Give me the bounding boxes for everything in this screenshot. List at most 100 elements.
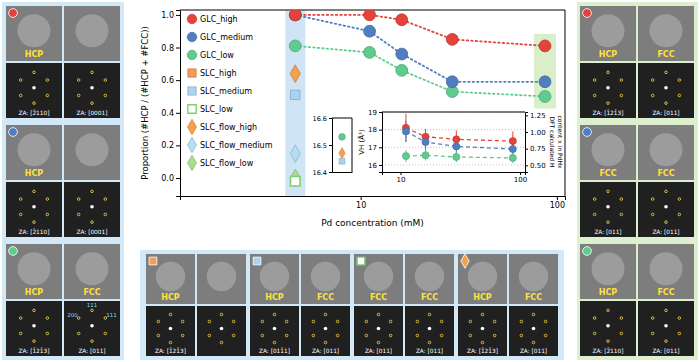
inset-y-axis: 16171819 bbox=[368, 109, 382, 173]
inset-y2-axis-tick: 1.00 bbox=[525, 129, 546, 137]
hrtem-image bbox=[250, 254, 299, 304]
data-point bbox=[422, 138, 429, 145]
data-point bbox=[539, 76, 551, 88]
data-point bbox=[364, 10, 376, 21]
tick-label: 100 bbox=[550, 201, 565, 210]
fft-spot bbox=[428, 341, 431, 344]
fft-spot bbox=[169, 327, 173, 331]
axis-title: content x in PdHx bbox=[557, 115, 564, 169]
fft-spot bbox=[607, 309, 610, 312]
spot-label: 200 bbox=[67, 312, 78, 318]
x-axis-tick: 10 bbox=[356, 196, 366, 210]
fft-spot bbox=[620, 317, 623, 320]
axis-title: DFT calculated H bbox=[549, 117, 556, 168]
fft-spot bbox=[606, 86, 610, 90]
fft-spot bbox=[520, 320, 523, 323]
fft-spot bbox=[377, 313, 380, 316]
data-point bbox=[422, 152, 429, 159]
data-point bbox=[289, 10, 301, 21]
fft-spot bbox=[91, 71, 94, 74]
fft-spot bbox=[157, 320, 160, 323]
tick-label: 16 bbox=[368, 162, 377, 170]
tick-mark bbox=[176, 145, 180, 146]
tick-label: 0.0 bbox=[161, 174, 174, 183]
inset-plot-area bbox=[402, 114, 516, 163]
fft-spot bbox=[19, 213, 22, 216]
legend-symbol bbox=[188, 155, 197, 171]
data-point bbox=[364, 25, 376, 37]
tick-mark bbox=[176, 48, 180, 49]
hrtem-image bbox=[6, 6, 62, 61]
fft-spot bbox=[104, 332, 107, 335]
inset-frame bbox=[332, 118, 352, 119]
hrtem-image bbox=[638, 244, 694, 299]
fft-spot bbox=[607, 71, 610, 74]
fft-spot bbox=[544, 334, 547, 337]
fft-spot bbox=[481, 313, 484, 316]
sub-y-axis: 16.416.516.6 bbox=[313, 115, 333, 177]
fft-spot bbox=[493, 334, 496, 337]
fft-spot bbox=[664, 324, 668, 328]
zone-axis-label: ZA: [0001] bbox=[77, 110, 108, 116]
zone-axis-label: ZA: [011] bbox=[312, 348, 339, 354]
hrtem-image bbox=[354, 254, 403, 304]
tick-mark bbox=[329, 118, 332, 119]
spot-label: 111 bbox=[106, 312, 117, 318]
hrtem-image bbox=[64, 125, 120, 180]
series-line bbox=[295, 46, 545, 97]
zone-axis-label: ZA: [011] bbox=[78, 348, 105, 354]
fft-spot bbox=[324, 327, 328, 331]
particle bbox=[650, 14, 683, 47]
fft-image bbox=[250, 306, 299, 356]
data-point bbox=[402, 128, 409, 135]
series-line bbox=[295, 15, 545, 82]
fft-spot bbox=[19, 94, 22, 97]
fft-spot bbox=[651, 94, 654, 97]
panel-background bbox=[577, 2, 698, 360]
data-point bbox=[289, 10, 301, 21]
fft-spot bbox=[678, 79, 681, 82]
fft-spot bbox=[273, 341, 276, 344]
fft-spot bbox=[261, 334, 264, 337]
tick-label: 16.5 bbox=[313, 142, 327, 150]
inset-x-axis: 10100 bbox=[383, 172, 528, 184]
fft-spot bbox=[91, 190, 94, 193]
fft-spot bbox=[593, 332, 596, 335]
tick-mark bbox=[379, 112, 382, 113]
tick-label: 0.50 bbox=[530, 162, 546, 170]
inset-x-axis-line bbox=[383, 173, 526, 176]
particle bbox=[18, 133, 51, 166]
tick-mark bbox=[379, 165, 382, 166]
particle bbox=[18, 252, 51, 285]
fft-image bbox=[64, 63, 120, 118]
x-axis-tick: 100 bbox=[550, 196, 565, 210]
hrtem-image bbox=[197, 254, 246, 304]
micrograph-block: HCPZA: [1̄21̄3]FCCZA: [011] bbox=[458, 254, 558, 356]
fft-image bbox=[64, 182, 120, 237]
fft-spot bbox=[678, 198, 681, 201]
grid-line bbox=[382, 112, 525, 113]
tick-mark bbox=[176, 113, 180, 114]
fft-spot bbox=[665, 71, 668, 74]
legend-symbol bbox=[188, 137, 197, 153]
hrtem-image bbox=[638, 125, 694, 180]
fft-spot bbox=[607, 340, 610, 343]
fft-spot bbox=[377, 341, 380, 344]
inset-frame bbox=[352, 118, 353, 172]
tick-label: 1.25 bbox=[530, 112, 546, 120]
legend-symbol bbox=[188, 105, 196, 113]
fft-image bbox=[6, 63, 62, 118]
inset-y-axis-tick: 16 bbox=[368, 162, 382, 170]
inset-background bbox=[332, 118, 352, 172]
tick-mark bbox=[525, 132, 528, 133]
data-point bbox=[290, 177, 299, 186]
fft-image bbox=[458, 306, 507, 356]
legend-symbol bbox=[187, 14, 196, 23]
fft-spot bbox=[469, 334, 472, 337]
fft-spot bbox=[678, 332, 681, 335]
tick-label: 10 bbox=[356, 201, 366, 210]
phase-label: FCC bbox=[657, 169, 674, 178]
micrograph-block: HCPZA: [1̄21̄3]FCCZA: [011] bbox=[580, 6, 694, 118]
fft-spot bbox=[428, 327, 432, 331]
fft-spot bbox=[607, 190, 610, 193]
